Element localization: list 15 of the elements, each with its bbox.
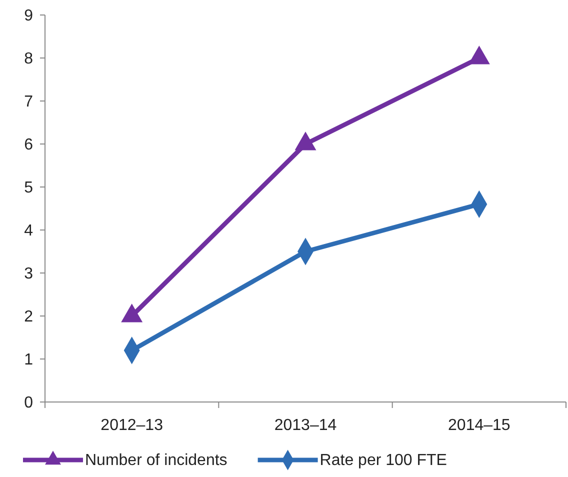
y-tick-label: 9	[24, 8, 34, 25]
x-tick-label: 2013–14	[274, 417, 337, 434]
y-tick-label: 8	[24, 50, 34, 68]
y-tick-label: 4	[24, 222, 34, 240]
y-tick-label: 7	[24, 94, 34, 111]
y-tick-label: 1	[24, 352, 34, 369]
y-tick-label: 5	[24, 180, 34, 197]
y-tick-label: 0	[24, 394, 34, 412]
x-tick-label: 2014–15	[448, 417, 510, 434]
x-tick-label: 2012–13	[100, 417, 164, 434]
y-tick-label: 6	[24, 136, 34, 154]
legend-label: Rate per 100 FTE	[320, 452, 447, 469]
y-tick-label: 2	[24, 308, 34, 326]
legend-label: Number of incidents	[85, 452, 228, 469]
y-tick-label: 3	[24, 266, 34, 283]
